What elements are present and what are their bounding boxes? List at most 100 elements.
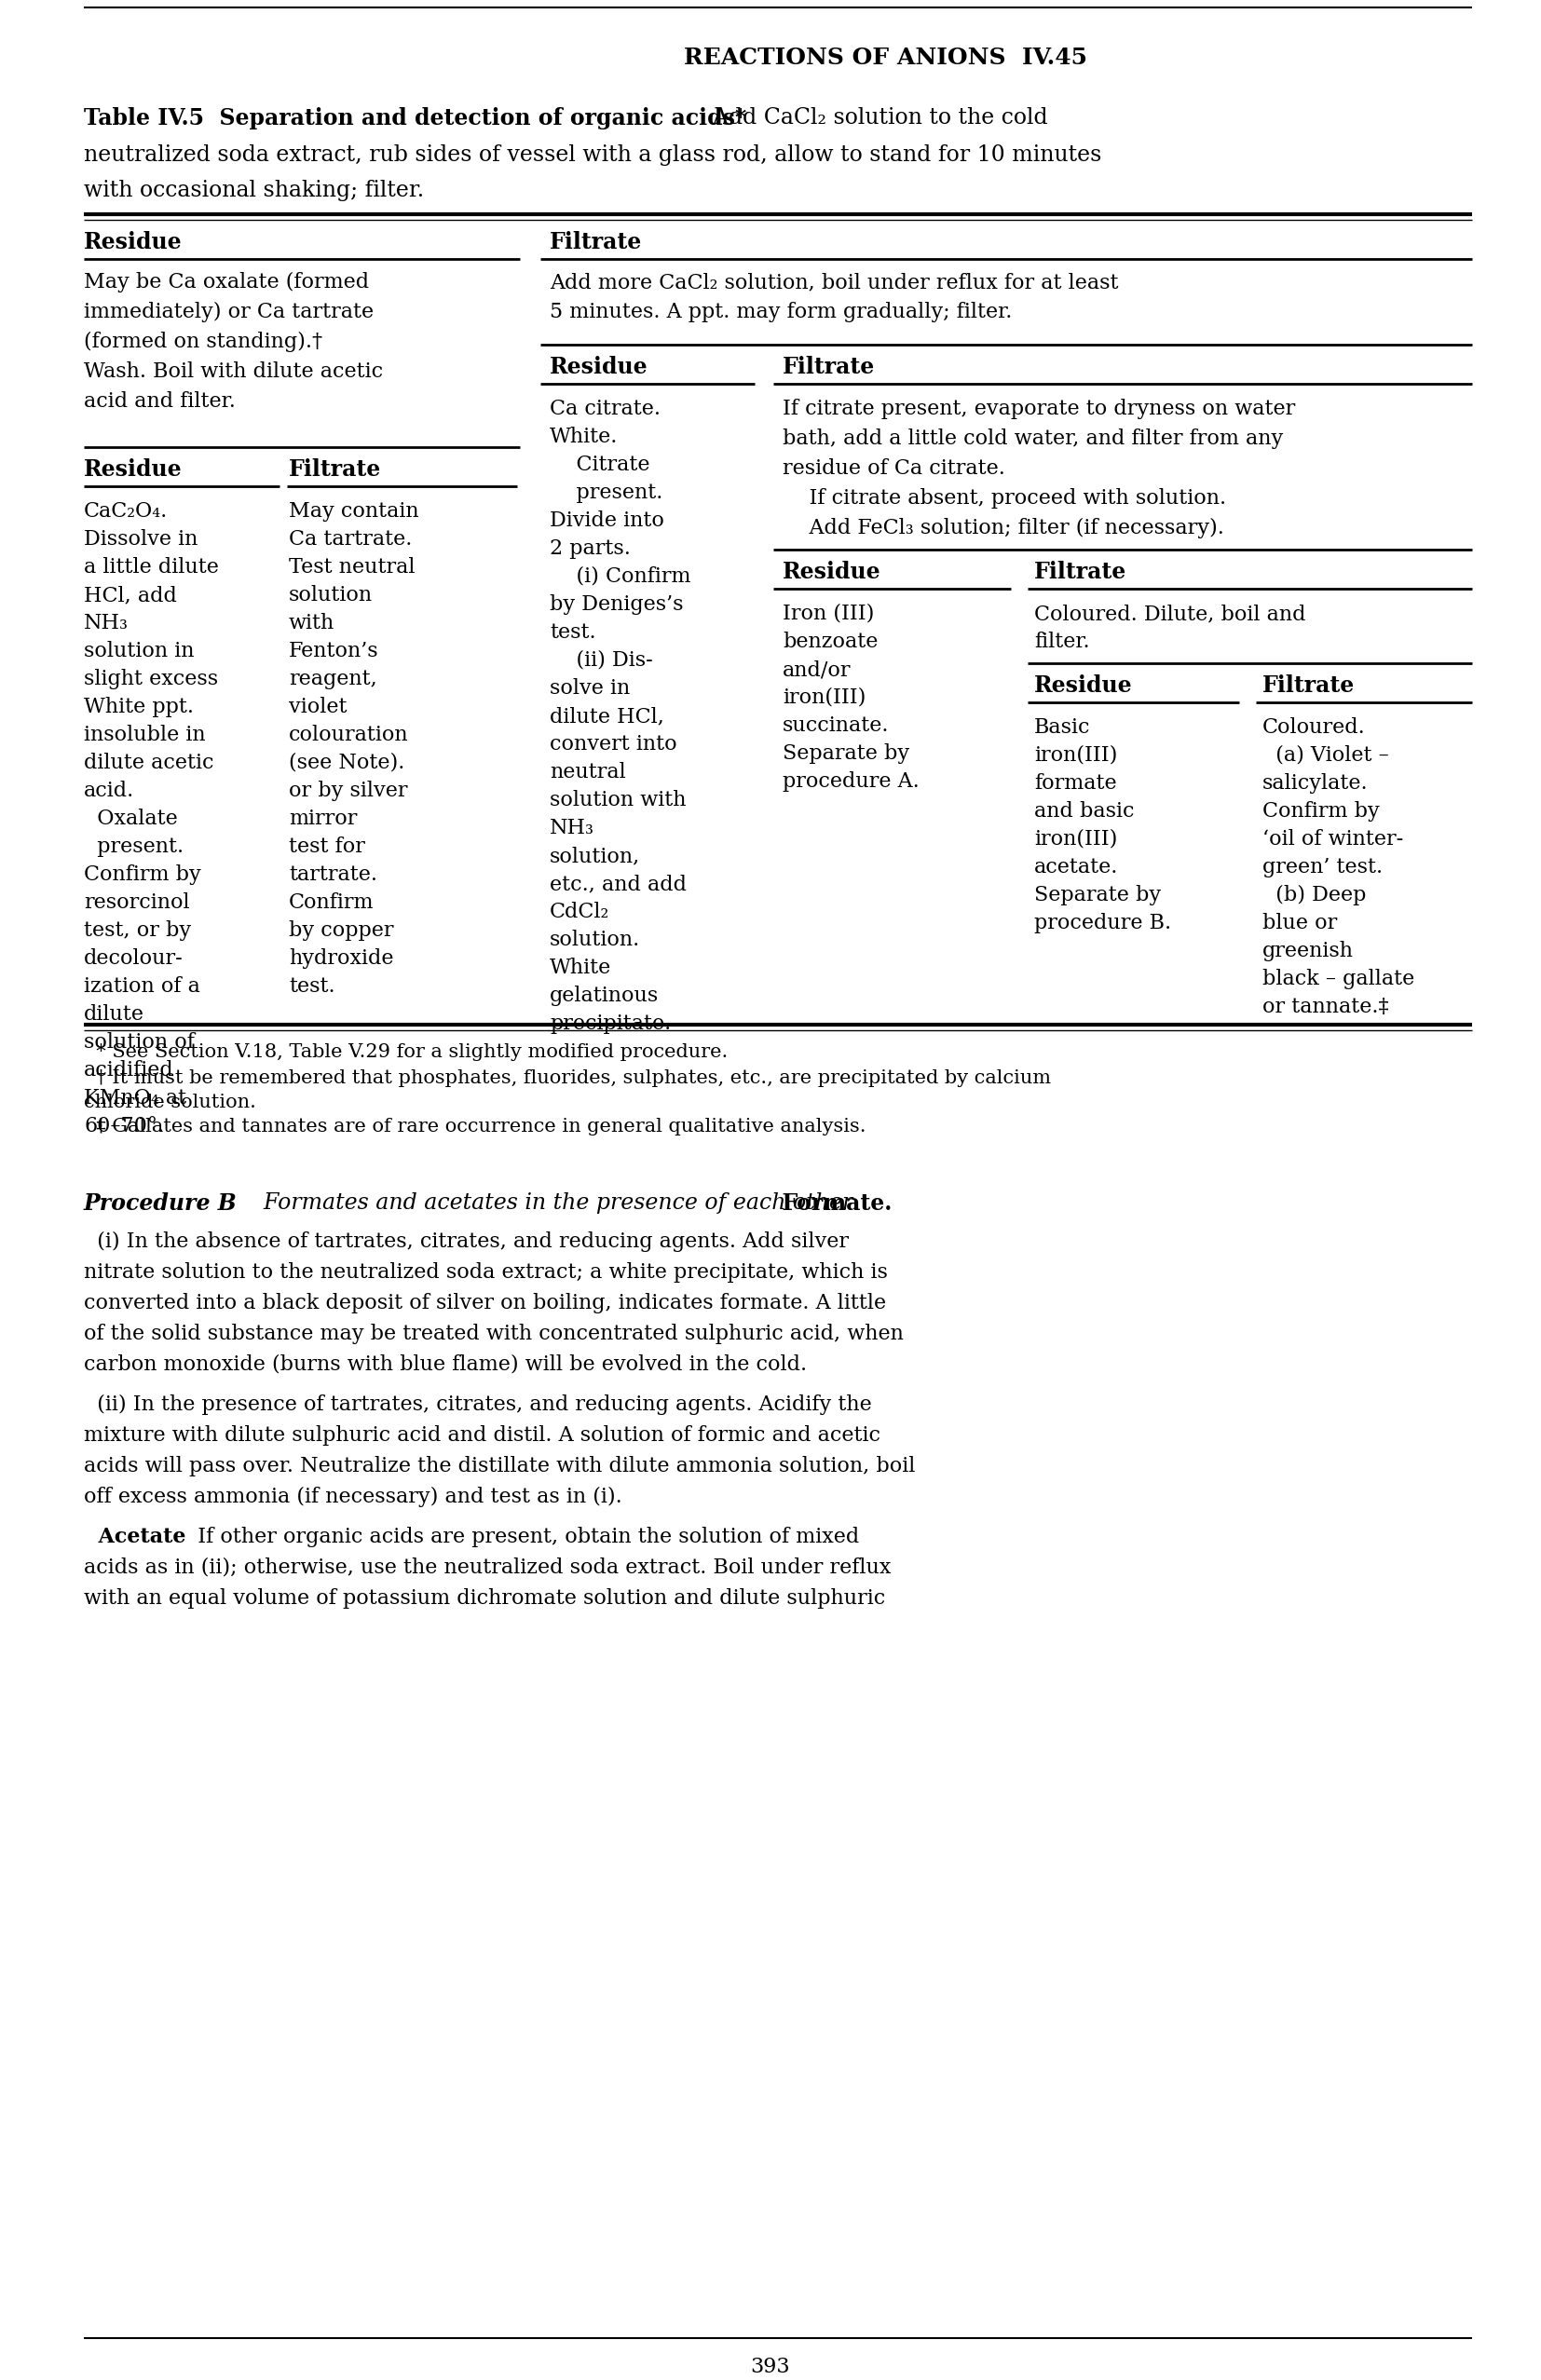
Text: convert into: convert into (550, 733, 676, 754)
Text: Residue: Residue (83, 231, 182, 252)
Text: Test neutral: Test neutral (288, 557, 415, 578)
Text: (see Note).: (see Note). (288, 752, 405, 774)
Text: * See Section V.18, Table V.29 for a slightly modified procedure.: * See Section V.18, Table V.29 for a sli… (83, 1042, 727, 1061)
Text: Oxalate: Oxalate (83, 809, 177, 828)
Text: of the solid substance may be treated with concentrated sulphuric acid, when: of the solid substance may be treated wi… (83, 1323, 903, 1345)
Text: solution in: solution in (83, 640, 194, 662)
Text: (a) Violet –: (a) Violet – (1262, 745, 1388, 766)
Text: May be Ca oxalate (formed: May be Ca oxalate (formed (83, 271, 368, 293)
Text: Coloured.: Coloured. (1262, 716, 1365, 738)
Text: converted into a black deposit of silver on boiling, indicates formate. A little: converted into a black deposit of silver… (83, 1292, 886, 1314)
Text: iron(III): iron(III) (1034, 828, 1117, 850)
Text: dilute HCl,: dilute HCl, (550, 707, 664, 726)
Text: Divide into: Divide into (550, 509, 664, 531)
Text: White ppt.: White ppt. (83, 697, 194, 716)
Text: solution.: solution. (550, 931, 641, 950)
Text: May contain: May contain (288, 502, 419, 521)
Text: Procedure B: Procedure B (83, 1192, 237, 1214)
Text: iron(III): iron(III) (1034, 745, 1117, 766)
Text: If other organic acids are present, obtain the solution of mixed: If other organic acids are present, obta… (185, 1526, 860, 1547)
Text: ‘oil of winter-: ‘oil of winter- (1262, 828, 1404, 850)
Text: mixture with dilute sulphuric acid and distil. A solution of formic and acetic: mixture with dilute sulphuric acid and d… (83, 1426, 880, 1445)
Text: Coloured. Dilute, boil and: Coloured. Dilute, boil and (1034, 605, 1305, 624)
Text: Residue: Residue (83, 459, 182, 481)
Text: Filtrate: Filtrate (288, 459, 381, 481)
Text: slight excess: slight excess (83, 669, 219, 690)
Text: acids as in (ii); otherwise, use the neutralized soda extract. Boil under reflux: acids as in (ii); otherwise, use the neu… (83, 1557, 891, 1578)
Text: with: with (288, 614, 334, 633)
Text: and/or: and/or (783, 659, 851, 681)
Text: carbon monoxide (burns with blue flame) will be evolved in the cold.: carbon monoxide (burns with blue flame) … (83, 1354, 807, 1376)
Text: Residue: Residue (783, 562, 881, 583)
Text: Dissolve in: Dissolve in (83, 528, 197, 550)
Text: greenish: greenish (1262, 940, 1353, 962)
Text: or by silver: or by silver (288, 781, 408, 802)
Text: Filtrate: Filtrate (1262, 674, 1355, 697)
Text: Residue: Residue (550, 357, 649, 378)
Text: reagent,: reagent, (288, 669, 378, 690)
Text: with an equal volume of potassium dichromate solution and dilute sulphuric: with an equal volume of potassium dichro… (83, 1587, 886, 1609)
Text: dilute: dilute (83, 1004, 145, 1026)
Text: CaC₂O₄.: CaC₂O₄. (83, 502, 168, 521)
Text: solve in: solve in (550, 678, 630, 700)
Text: Iron (III): Iron (III) (783, 605, 874, 624)
Text: Confirm by: Confirm by (1262, 802, 1379, 821)
Text: colouration: colouration (288, 726, 408, 745)
Text: CdCl₂: CdCl₂ (550, 902, 610, 921)
Text: acids will pass over. Neutralize the distillate with dilute ammonia solution, bo: acids will pass over. Neutralize the dis… (83, 1457, 915, 1476)
Text: present.: present. (550, 483, 663, 502)
Text: gelatinous: gelatinous (550, 985, 660, 1007)
Text: HCl, add: HCl, add (83, 585, 177, 605)
Text: benzoate: benzoate (783, 631, 878, 652)
Text: (formed on standing).†: (formed on standing).† (83, 331, 322, 352)
Text: immediately) or Ca tartrate: immediately) or Ca tartrate (83, 302, 374, 321)
Text: solution of: solution of (83, 1033, 194, 1052)
Text: test.: test. (550, 621, 596, 643)
Text: etc., and add: etc., and add (550, 873, 687, 895)
Text: a little dilute: a little dilute (83, 557, 219, 578)
Text: or tannate.‡: or tannate.‡ (1262, 997, 1388, 1016)
Text: 2 parts.: 2 parts. (550, 538, 630, 559)
Text: NH₃: NH₃ (83, 614, 128, 633)
Text: Filtrate: Filtrate (783, 357, 875, 378)
Text: acid and filter.: acid and filter. (83, 390, 236, 412)
Text: formate: formate (1034, 774, 1117, 793)
Text: Confirm: Confirm (288, 892, 374, 914)
Text: procedure A.: procedure A. (783, 771, 920, 793)
Text: present.: present. (83, 835, 183, 857)
Text: acidified: acidified (83, 1059, 174, 1081)
Text: (b) Deep: (b) Deep (1262, 885, 1367, 904)
Text: bath, add a little cold water, and filter from any: bath, add a little cold water, and filte… (783, 428, 1284, 450)
Text: acetate.: acetate. (1034, 857, 1119, 878)
Text: KMnO₄ at: KMnO₄ at (83, 1088, 186, 1109)
Text: Add CaCl₂ solution to the cold: Add CaCl₂ solution to the cold (698, 107, 1048, 129)
Text: Add FeCl₃ solution; filter (if necessary).: Add FeCl₃ solution; filter (if necessary… (783, 519, 1224, 538)
Text: (ii) In the presence of tartrates, citrates, and reducing agents. Acidify the: (ii) In the presence of tartrates, citra… (83, 1395, 872, 1416)
Text: and basic: and basic (1034, 802, 1134, 821)
Text: off excess ammonia (if necessary) and test as in (i).: off excess ammonia (if necessary) and te… (83, 1488, 623, 1507)
Text: with occasional shaking; filter.: with occasional shaking; filter. (83, 181, 424, 202)
Text: White: White (550, 957, 612, 978)
Text: black – gallate: black – gallate (1262, 969, 1415, 990)
Text: Formate.: Formate. (767, 1192, 892, 1214)
Text: succinate.: succinate. (783, 716, 889, 735)
Text: Acetate: Acetate (83, 1526, 186, 1547)
Text: dilute acetic: dilute acetic (83, 752, 214, 774)
Text: Ca tartrate.: Ca tartrate. (288, 528, 411, 550)
Text: 5 minutes. A ppt. may form gradually; filter.: 5 minutes. A ppt. may form gradually; fi… (550, 302, 1012, 321)
Text: mirror: mirror (288, 809, 358, 828)
Text: blue or: blue or (1262, 914, 1338, 933)
Text: Ca citrate.: Ca citrate. (550, 400, 661, 419)
Text: White.: White. (550, 426, 618, 447)
Text: resorcinol: resorcinol (83, 892, 190, 914)
Text: † It must be remembered that phosphates, fluorides, sulphates, etc., are precipi: † It must be remembered that phosphates,… (83, 1069, 1051, 1088)
Text: Table IV.5  Separation and detection of organic acids*: Table IV.5 Separation and detection of o… (83, 107, 746, 129)
Text: solution,: solution, (550, 845, 641, 866)
Text: ‡ Gallates and tannates are of rare occurrence in general qualitative analysis.: ‡ Gallates and tannates are of rare occu… (83, 1119, 866, 1135)
Text: Residue: Residue (1034, 674, 1133, 697)
Text: insoluble in: insoluble in (83, 726, 205, 745)
Text: (i) In the absence of tartrates, citrates, and reducing agents. Add silver: (i) In the absence of tartrates, citrate… (83, 1230, 849, 1252)
Text: tartrate.: tartrate. (288, 864, 378, 885)
Text: filter.: filter. (1034, 631, 1089, 652)
Text: green’ test.: green’ test. (1262, 857, 1382, 878)
